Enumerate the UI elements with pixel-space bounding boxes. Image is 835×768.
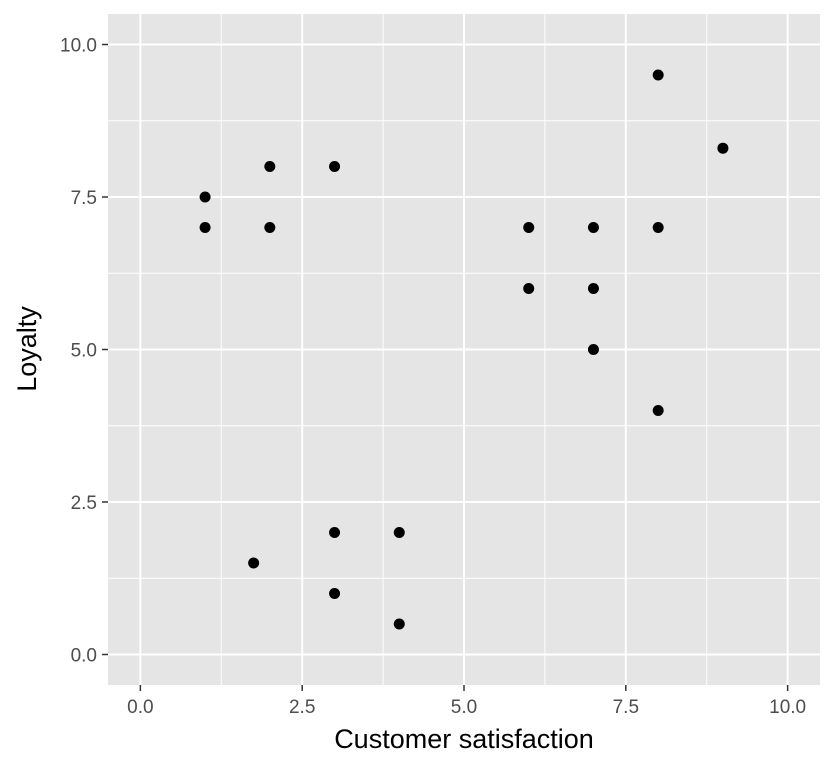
- data-point: [264, 161, 276, 172]
- x-tick-label: 10.0: [769, 697, 806, 718]
- data-point: [523, 283, 535, 294]
- data-point: [393, 618, 405, 630]
- y-tick-label: 10.0: [60, 36, 97, 57]
- data-point: [264, 222, 276, 233]
- data-point: [717, 142, 729, 154]
- data-point: [248, 557, 260, 569]
- data-point: [587, 222, 599, 233]
- data-point: [652, 69, 664, 81]
- y-axis-title: Loyalty: [12, 306, 42, 392]
- data-point: [587, 283, 599, 294]
- y-tick-label: 7.5: [71, 188, 97, 209]
- x-tick-label: 0.0: [127, 697, 153, 718]
- data-point: [329, 588, 341, 599]
- data-point: [329, 527, 341, 538]
- x-tick-label: 2.5: [289, 697, 315, 718]
- x-axis: 0.0 2.5 5.0 7.5 10.0: [127, 685, 806, 718]
- data-point: [199, 191, 211, 203]
- y-tick-label: 5.0: [71, 341, 97, 362]
- data-point: [393, 527, 405, 538]
- data-points: [199, 69, 729, 630]
- data-point: [329, 161, 341, 172]
- major-gridlines: [108, 14, 820, 685]
- data-point: [652, 222, 664, 233]
- data-point: [652, 405, 664, 416]
- x-axis-title: Customer satisfaction: [334, 724, 594, 754]
- data-point: [199, 222, 211, 233]
- data-point: [523, 222, 535, 233]
- data-point: [587, 344, 599, 355]
- x-tick-label: 5.0: [451, 697, 477, 718]
- y-axis: 0.0 2.5 5.0 7.5 10.0: [60, 36, 108, 667]
- x-tick-label: 7.5: [613, 697, 639, 718]
- y-tick-label: 2.5: [71, 493, 97, 514]
- y-tick-label: 0.0: [71, 646, 97, 667]
